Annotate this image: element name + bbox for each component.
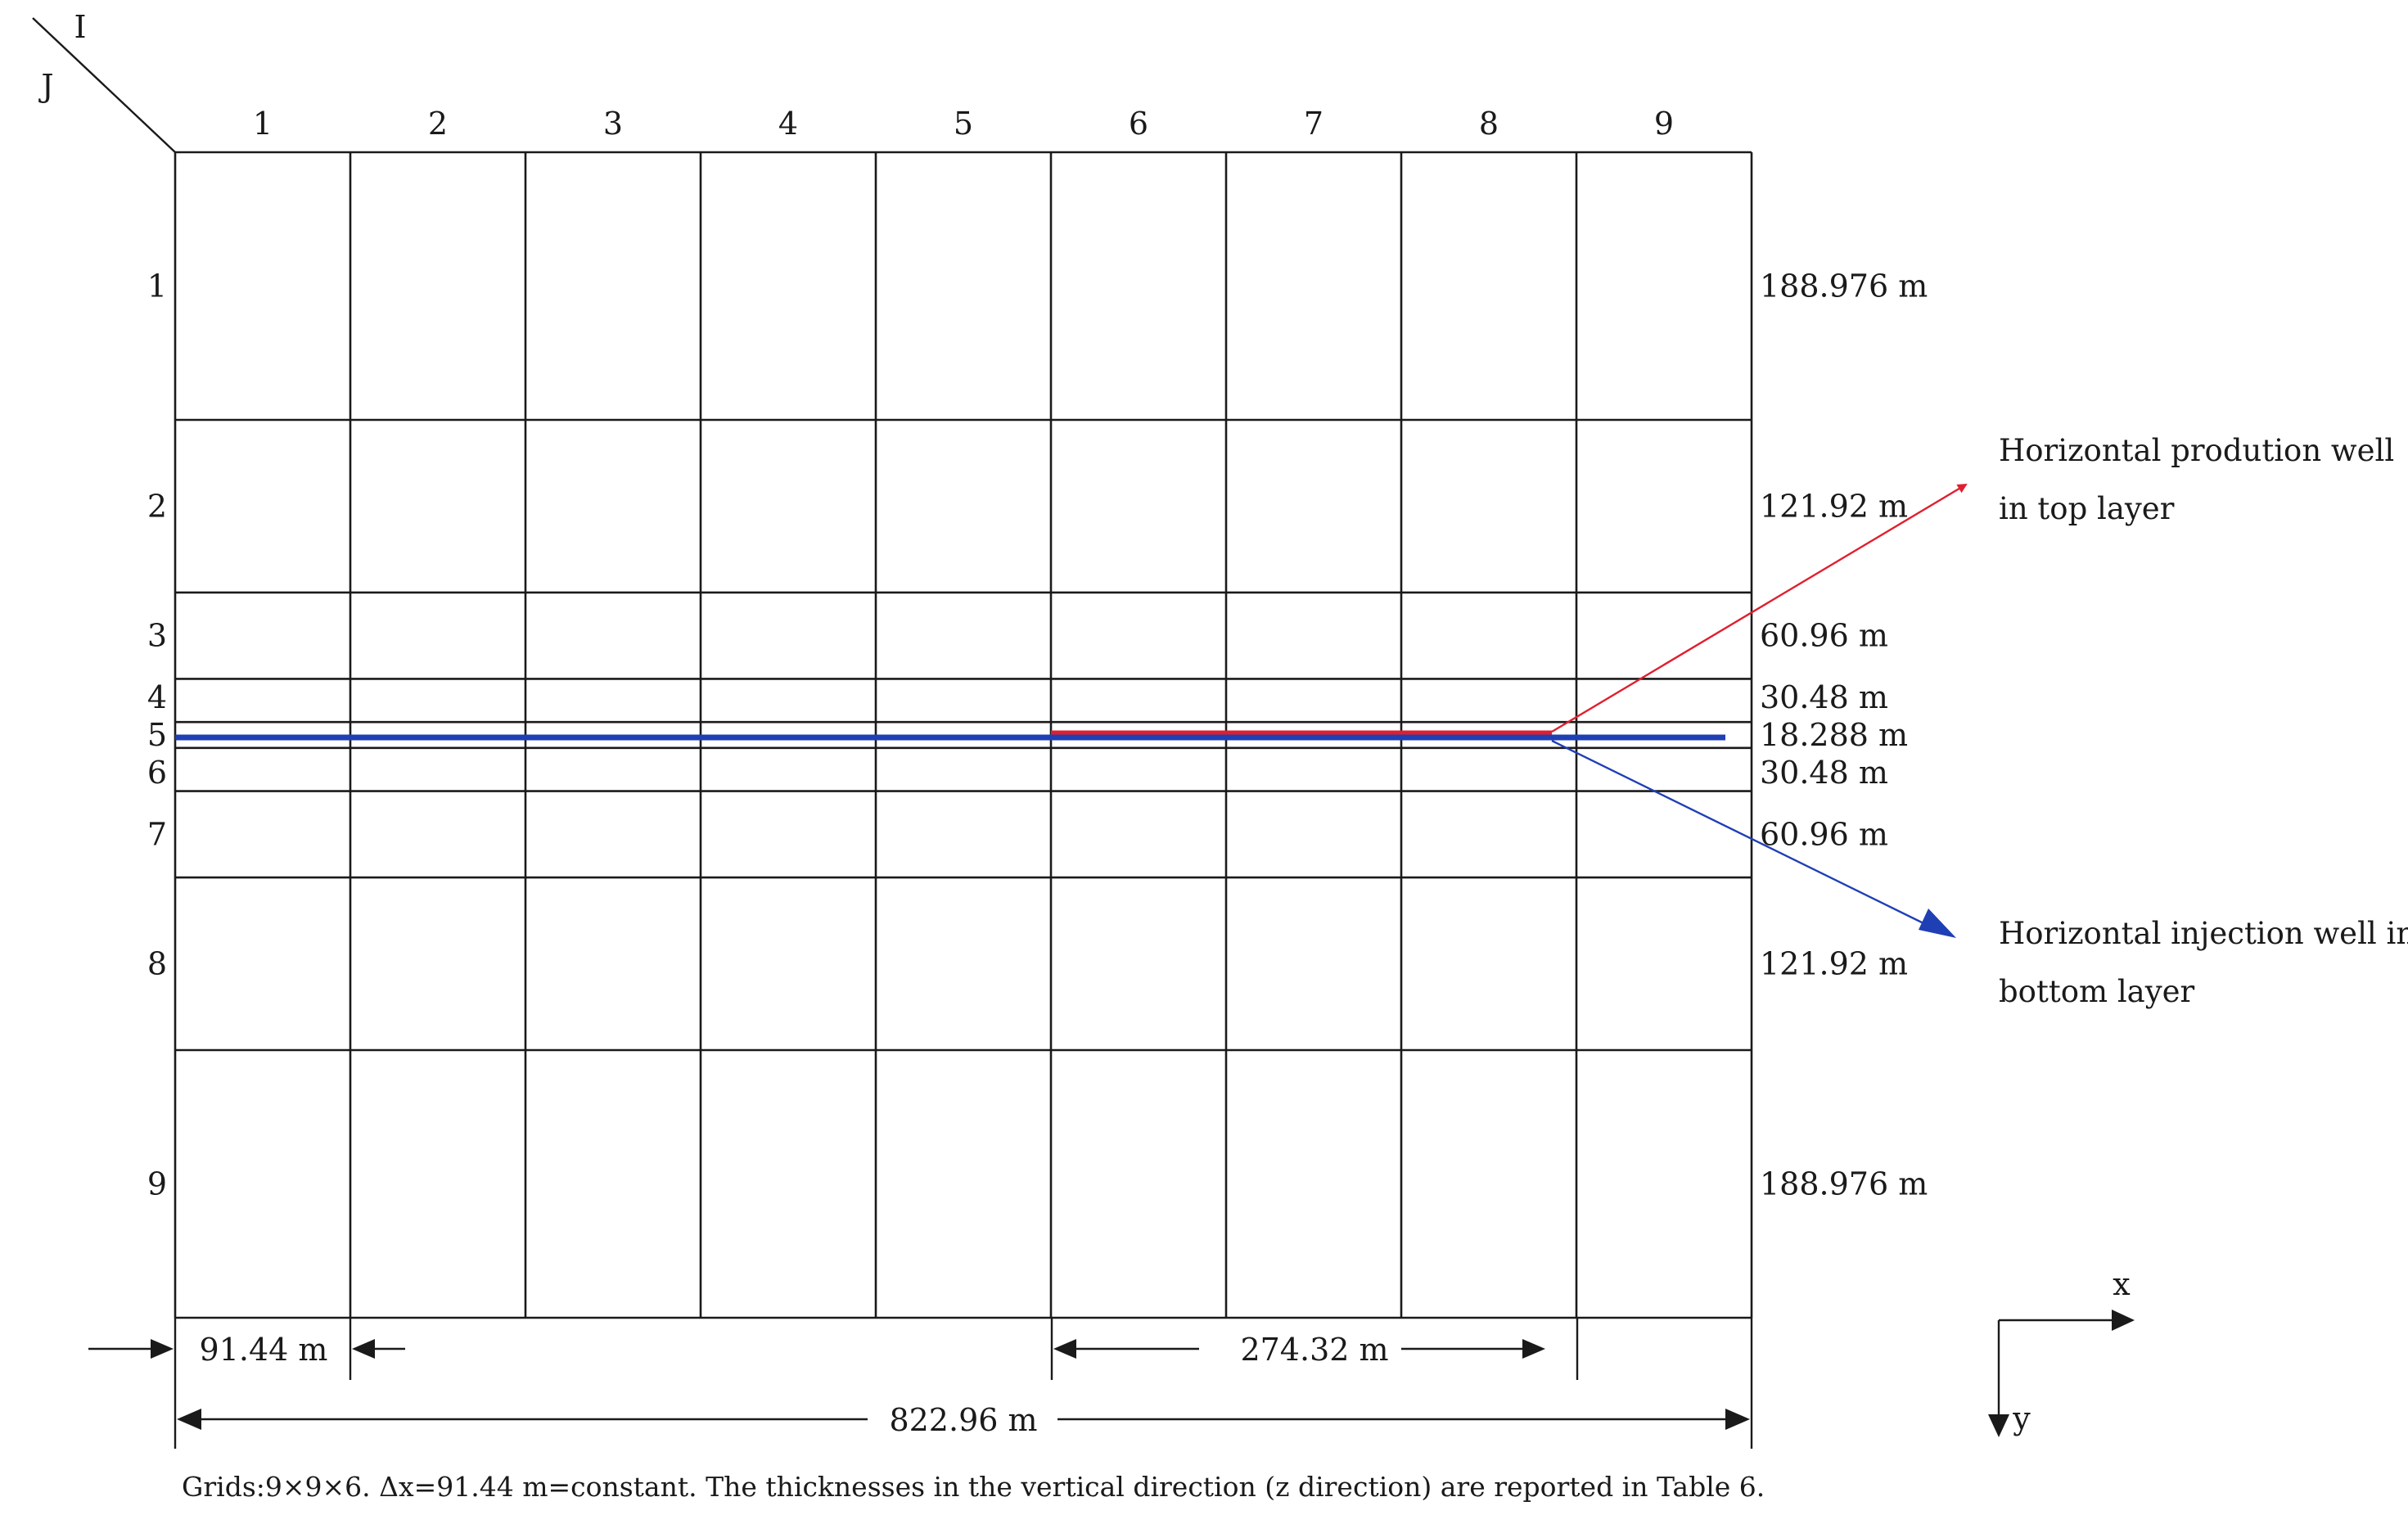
total-width-arrowhead-right — [1725, 1409, 1750, 1430]
column-label: 2 — [428, 106, 448, 142]
corner-i-label: I — [74, 9, 86, 45]
column-label: 6 — [1129, 106, 1148, 142]
row-labels: 1 2 3 456 7 8 9 — [147, 268, 167, 1202]
segment-arrowhead-left — [1053, 1339, 1076, 1359]
column-label: 8 — [1479, 106, 1499, 142]
row-thickness-label: 121.92 m — [1760, 946, 1908, 982]
row-thickness-label: 188.976 m — [1760, 1166, 1928, 1202]
row-thickness-label: 18.288 m — [1760, 717, 1908, 753]
corner-j-label: J — [38, 68, 53, 104]
row-label: 3 — [147, 618, 167, 654]
column-labels: 1 2 3 4 5 6 7 8 9 — [253, 106, 1674, 142]
column-label: 9 — [1654, 106, 1674, 142]
row-thickness-labels: 188.976 m 121.92 m 60.96 m 30.48 m18.288 m3… — [1760, 268, 1928, 1202]
injection-well-label-line1: Horizontal injection well in — [1999, 916, 2408, 951]
row-label: 4 — [147, 679, 167, 715]
total-width-label: 822.96 m — [889, 1402, 1037, 1438]
production-callout-arrow — [1551, 483, 1968, 733]
row-label: 5 — [147, 717, 167, 753]
row-label: 7 — [147, 816, 167, 852]
x-axis-arrowhead — [2112, 1310, 2135, 1331]
corner-diagonal — [32, 17, 176, 153]
row-label: 1 — [147, 268, 167, 304]
row-thickness-label: 60.96 m — [1760, 618, 1888, 654]
column-label: 3 — [603, 106, 623, 142]
column-label: 4 — [778, 106, 798, 142]
column-label: 1 — [253, 106, 273, 142]
row-label: 6 — [147, 755, 167, 791]
row-label: 2 — [147, 488, 167, 524]
row-thickness-label: 188.976 m — [1760, 268, 1928, 304]
injection-callout-arrowhead — [1919, 909, 1956, 938]
cell-width-label: 91.44 m — [200, 1332, 328, 1368]
column-label: 5 — [954, 106, 973, 142]
production-well-label-line1: Horizontal prodution well — [1999, 433, 2394, 468]
x-axis-label: x — [2113, 1266, 2130, 1302]
row-label: 8 — [147, 946, 167, 982]
grid-lines — [174, 151, 1753, 1319]
production-well-label-line2: in top layer — [1999, 491, 2175, 526]
cell-width-arrowhead-right — [352, 1339, 375, 1359]
total-width-arrowhead-left — [177, 1409, 201, 1430]
segment-length-label: 274.32 m — [1240, 1332, 1388, 1368]
row-label: 9 — [147, 1166, 167, 1202]
figure-caption: Grids:9×9×6. Δx=91.44 m=constant. The th… — [182, 1471, 1765, 1503]
row-thickness-label: 30.48 m — [1760, 679, 1888, 715]
row-thickness-label: 121.92 m — [1760, 488, 1908, 524]
injection-well-label-line2: bottom layer — [1999, 974, 2195, 1009]
injection-callout-line — [1551, 739, 1924, 925]
cell-width-arrowhead-left — [151, 1339, 174, 1359]
column-label: 7 — [1304, 106, 1323, 142]
y-axis-label: y — [2012, 1400, 2031, 1436]
segment-arrowhead-right — [1522, 1339, 1545, 1359]
row-thickness-label: 30.48 m — [1760, 755, 1888, 791]
row-thickness-label: 60.96 m — [1760, 816, 1888, 852]
y-axis-arrowhead — [1988, 1414, 2009, 1437]
